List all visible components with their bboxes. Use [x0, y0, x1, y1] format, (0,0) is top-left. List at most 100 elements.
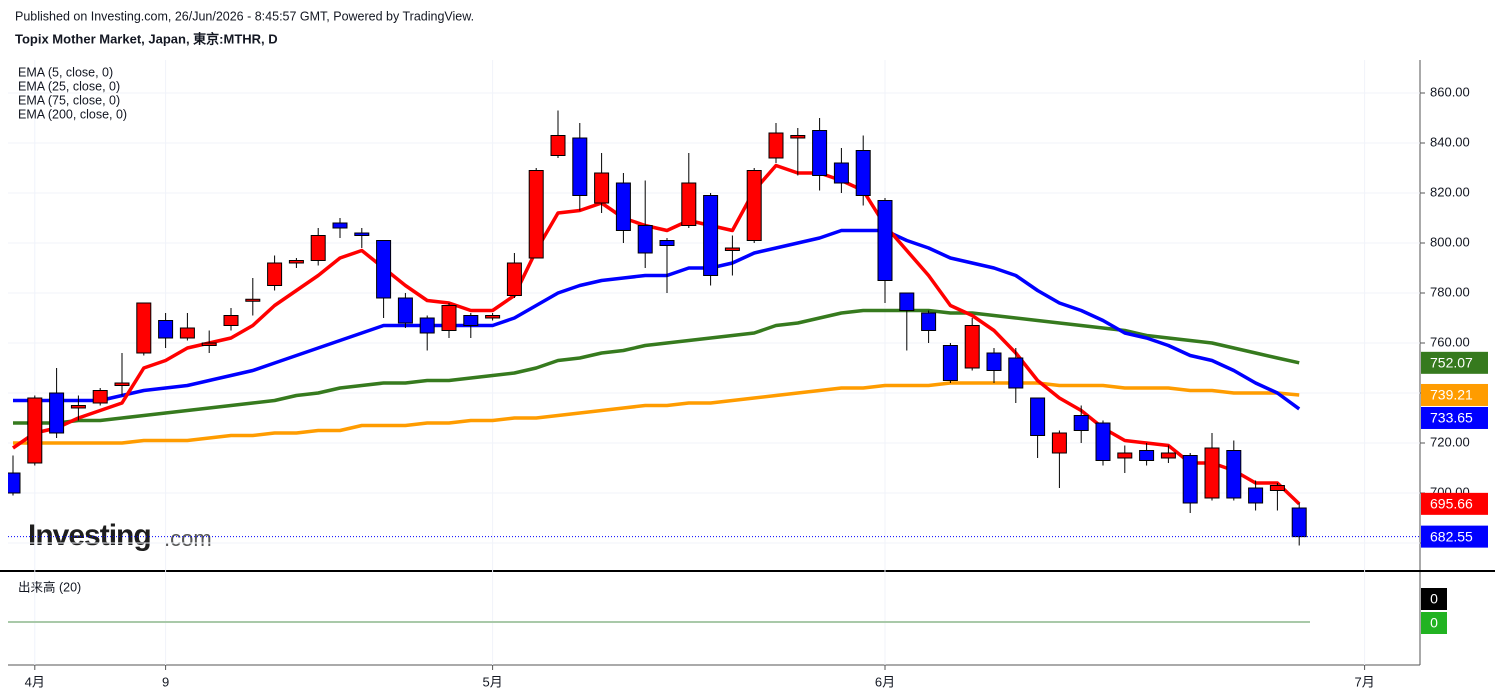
y-tick-label: 780.00 [1430, 284, 1470, 299]
y-tick-label: 840.00 [1430, 134, 1470, 149]
candle-body [1051, 432, 1067, 454]
published-note: Published on Investing.com, 26/Jun/2026 … [15, 9, 474, 23]
candle-body [397, 297, 413, 324]
candle-body [1008, 357, 1024, 389]
y-tick-label: 760.00 [1430, 334, 1470, 349]
candle-body [332, 222, 348, 229]
candle-body [1269, 485, 1285, 491]
candle-body [158, 320, 174, 339]
x-tick-label: 6月 [875, 674, 895, 689]
last-value-label: 695.66 [1430, 496, 1473, 512]
x-tick-label: 5月 [482, 674, 502, 689]
chart-title: Topix Mother Market, Japan, 東京:MTHR, D [15, 31, 278, 46]
x-tick-label: 4月 [25, 674, 45, 689]
candle-body [1226, 450, 1242, 499]
candle-body [1204, 447, 1220, 499]
last-value-label: 682.55 [1430, 528, 1473, 544]
candle-body [179, 327, 195, 339]
legend-entry: EMA (75, close, 0) [18, 93, 120, 107]
candle-body [637, 225, 653, 254]
candle-body [354, 232, 370, 236]
candle-body [267, 262, 283, 286]
volume-title: 出来高 (20) [18, 579, 81, 594]
last-value-badge [1421, 406, 1488, 429]
candle-body [986, 352, 1002, 371]
candle-body [245, 298, 261, 302]
candle-body [70, 405, 86, 409]
y-tick-label: 820.00 [1430, 184, 1470, 199]
candle-body [27, 397, 43, 464]
candle-body [724, 247, 740, 251]
candle-body [506, 262, 522, 296]
candle-body [659, 240, 675, 246]
candle-body [92, 390, 108, 404]
candle-body [550, 135, 566, 156]
last-value-badge [1421, 525, 1488, 548]
legend-entry: EMA (25, close, 0) [18, 79, 120, 93]
candle-body [485, 315, 501, 319]
candle-body [441, 305, 457, 331]
candle-body [223, 315, 239, 326]
candle-body [1248, 487, 1264, 504]
candle-body [463, 315, 479, 326]
candle-body [942, 345, 958, 381]
candle-body [703, 195, 719, 276]
candle-body [376, 240, 392, 299]
ema-line [13, 381, 1300, 445]
candle-body [1182, 455, 1198, 504]
price-pane [8, 110, 1307, 546]
candle-body [1117, 452, 1133, 459]
logo: Investing [28, 519, 151, 552]
volume-badge [1421, 612, 1447, 634]
volume-label: 0 [1430, 615, 1438, 631]
candle-body [528, 170, 544, 259]
candle-body [1291, 507, 1307, 538]
candle-body [1073, 415, 1089, 431]
candle-body [790, 135, 806, 139]
x-tick-label: 7月 [1354, 674, 1374, 689]
candle-body [114, 382, 130, 386]
candle-body [681, 182, 697, 226]
last-value-label: 739.21 [1430, 387, 1473, 403]
candle-body [136, 302, 152, 354]
candle-body [615, 182, 631, 231]
candle-body [1139, 450, 1155, 461]
candle-body [572, 137, 588, 196]
candle-body [1095, 422, 1111, 461]
candle-body [812, 130, 828, 176]
candle-body [964, 325, 980, 369]
candle-body [921, 312, 937, 331]
legend-entry: EMA (5, close, 0) [18, 65, 113, 79]
candle-body [855, 150, 871, 196]
candle-body [288, 260, 304, 264]
logo-suffix: .com [164, 526, 212, 551]
candle-body [419, 317, 435, 334]
y-tick-label: 800.00 [1430, 234, 1470, 249]
ema-line [13, 228, 1301, 411]
x-tick-label: 9 [162, 674, 169, 689]
candle-body [49, 392, 65, 434]
last-value-badge [1421, 492, 1488, 515]
candle-body [833, 162, 849, 184]
ema-line [13, 308, 1300, 425]
last-value-label: 733.65 [1430, 410, 1473, 426]
volume-label: 0 [1430, 591, 1438, 607]
candle-body [594, 172, 610, 204]
y-tick-label: 860.00 [1430, 84, 1470, 99]
candle-body [1030, 397, 1046, 436]
candle-body [201, 342, 217, 346]
candle-body [1160, 452, 1176, 459]
candle-body [768, 132, 784, 159]
candle-body [877, 200, 893, 281]
last-value-label: 752.07 [1430, 355, 1473, 371]
candle-body [746, 170, 762, 241]
ema-line [12, 163, 1301, 506]
last-value-badge [1421, 383, 1488, 406]
last-value-badge [1421, 351, 1488, 374]
volume-badge [1421, 588, 1447, 610]
legend-entry: EMA (200, close, 0) [18, 107, 127, 121]
candle-body [899, 292, 915, 311]
y-tick-label: 720.00 [1430, 434, 1470, 449]
